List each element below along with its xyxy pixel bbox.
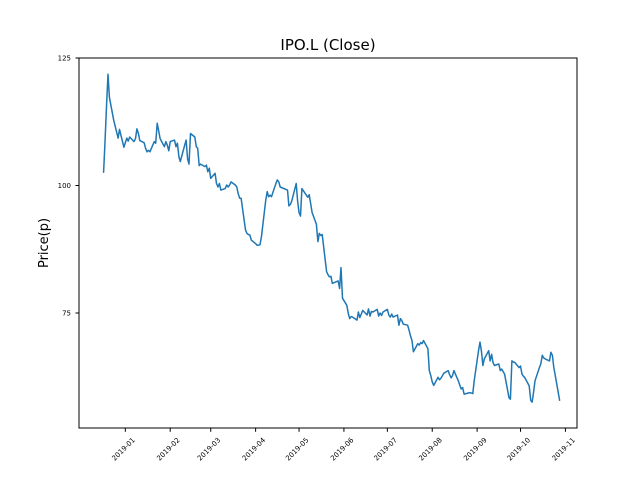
x-tick-label: 2019-07 [373,436,399,462]
x-tick-label: 2019-04 [241,436,268,463]
x-tick-label: 2019-11 [551,436,577,462]
price-line [102,73,561,403]
x-tick-label: 2019-05 [284,436,310,462]
x-tick-label: 2019-01 [111,436,137,462]
y-tick-label: 100 [58,182,71,190]
x-tick-label: 2019-09 [462,436,488,462]
series-lines [102,73,561,403]
y-tick-label: 75 [62,309,71,317]
y-axis-label: Price(p) [37,218,52,268]
chart-title: IPO.L (Close) [280,36,375,54]
x-tick-label: 2019-10 [506,436,532,462]
y-tick-label: 125 [58,55,71,63]
x-tick-label: 2019-08 [417,436,443,462]
x-tick-label: 2019-03 [196,436,222,462]
x-axis-ticks: 2019-01 2019-02 2019-03 2019-04 2019-05 2019-… [111,428,577,463]
x-tick-label: 2019-02 [155,436,181,462]
y-axis-ticks: 75 100 125 [58,55,79,317]
x-tick-label: 2019-06 [329,436,356,463]
axes-frame [78,57,578,429]
